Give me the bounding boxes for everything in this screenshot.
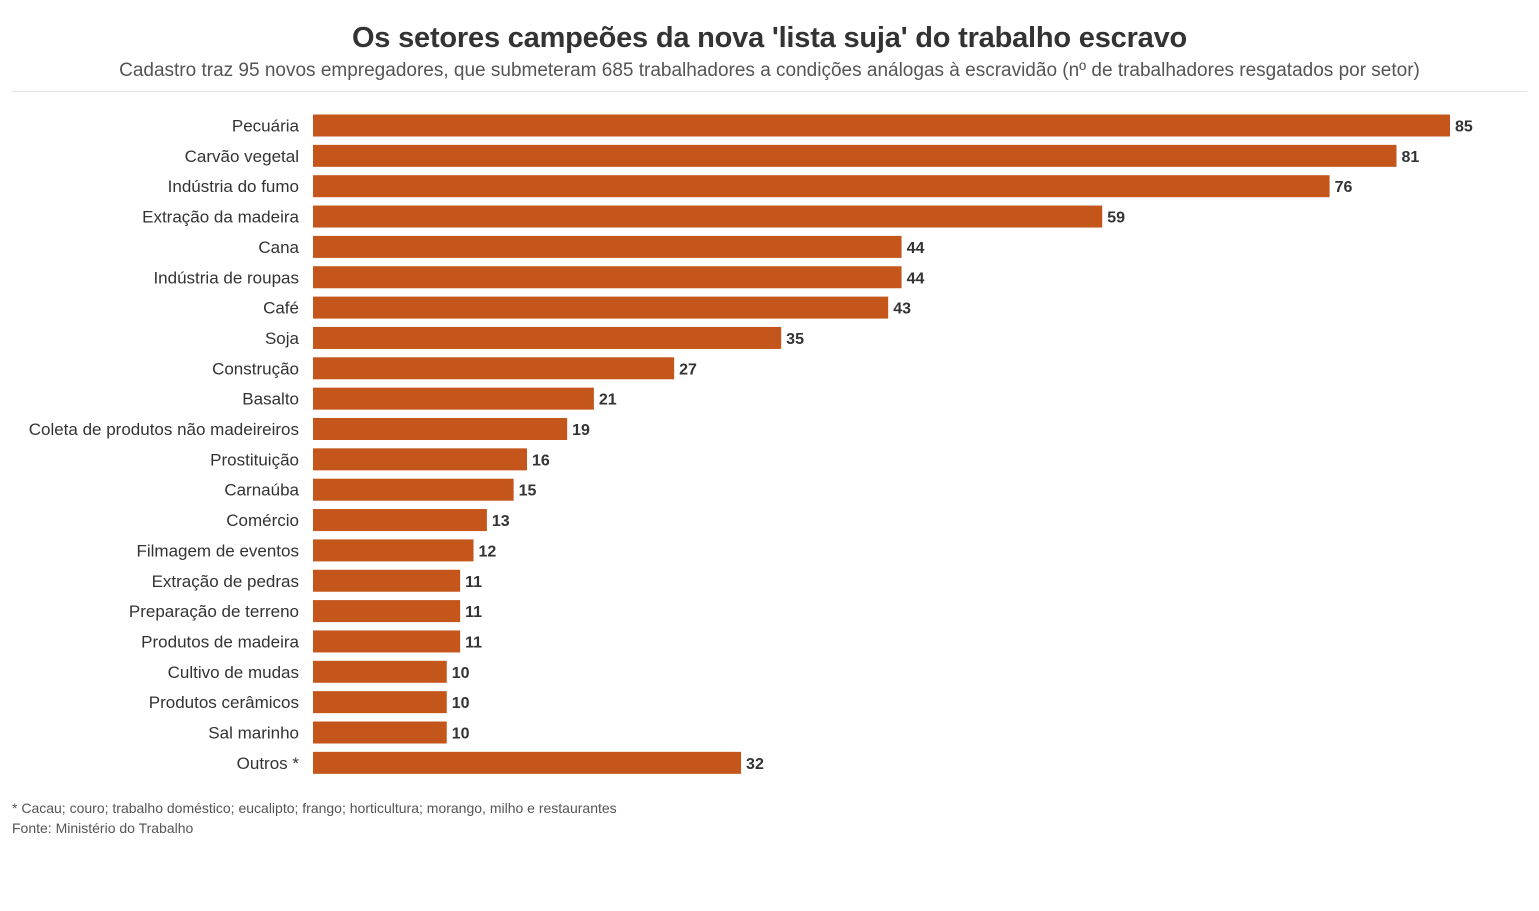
bar[interactable] [313,630,461,653]
value-label: 81 [1401,149,1419,166]
category-label: Soja [265,329,300,348]
category-label: Prostituição [210,450,299,469]
bar[interactable] [313,539,474,562]
bar[interactable] [313,569,461,592]
footnote: * Cacau; couro; trabalho doméstico; euca… [12,800,617,816]
category-label: Produtos cerâmicos [149,693,299,712]
bar[interactable] [313,357,675,380]
bar[interactable] [313,478,514,501]
bar[interactable] [313,266,902,289]
bar[interactable] [313,205,1103,228]
value-label: 21 [599,392,617,409]
category-label: Cana [258,238,299,257]
bar[interactable] [313,296,889,319]
value-label: 16 [532,452,550,469]
value-label: 19 [572,422,590,439]
bar[interactable] [313,691,447,714]
bar[interactable] [313,418,568,440]
value-label: 27 [679,361,697,378]
value-label: 35 [786,331,804,348]
bar[interactable] [313,326,782,349]
category-label: Produtos de madeira [141,632,299,651]
category-label: Basalto [242,390,299,409]
value-label: 12 [479,543,497,560]
category-label: Sal marinho [208,724,299,743]
source-note: Fonte: Ministério do Trabalho [12,820,194,836]
value-label: 32 [746,756,764,773]
value-label: 85 [1455,119,1473,136]
value-label: 10 [452,665,470,682]
value-label: 43 [893,301,911,318]
category-label: Indústria do fumo [168,177,299,196]
bar[interactable] [313,751,742,774]
category-label: Comércio [226,511,299,530]
value-label: 10 [452,695,470,712]
value-label: 44 [907,270,925,287]
value-label: 76 [1335,179,1353,196]
bar[interactable] [313,175,1330,198]
bar[interactable] [313,114,1450,137]
bar[interactable] [313,721,447,744]
chart-subtitle: Cadastro traz 95 novos empregadores, que… [119,60,1420,81]
category-label: Coleta de produtos não madeireiros [29,420,299,439]
category-label: Indústria de roupas [153,268,299,287]
bar[interactable] [313,387,594,410]
value-label: 11 [465,574,482,591]
category-label: Carnaúba [224,481,299,500]
category-label: Outros * [237,754,300,773]
bar[interactable] [313,509,487,532]
value-label: 11 [465,604,482,621]
category-label: Cultivo de mudas [168,663,299,682]
bar[interactable] [313,235,902,258]
category-label: Extração da madeira [142,208,299,227]
category-label: Carvão vegetal [185,147,299,166]
category-label: Construção [212,359,299,378]
value-label: 13 [492,513,510,530]
category-label: Café [263,299,299,318]
category-label: Extração de pedras [152,572,299,591]
bar[interactable] [313,600,461,623]
bar[interactable] [313,144,1397,167]
header-divider [12,91,1527,92]
value-label: 11 [465,634,482,651]
bar[interactable] [313,660,447,683]
value-label: 10 [452,726,470,743]
category-label: Filmagem de eventos [136,541,299,560]
category-label: Pecuária [232,117,300,136]
value-label: 59 [1107,210,1125,227]
chart-title: Os setores campeões da nova 'lista suja'… [351,22,1188,54]
bar[interactable] [313,448,528,471]
value-label: 15 [519,483,537,500]
category-label: Preparação de terreno [129,602,299,621]
value-label: 44 [907,240,925,257]
